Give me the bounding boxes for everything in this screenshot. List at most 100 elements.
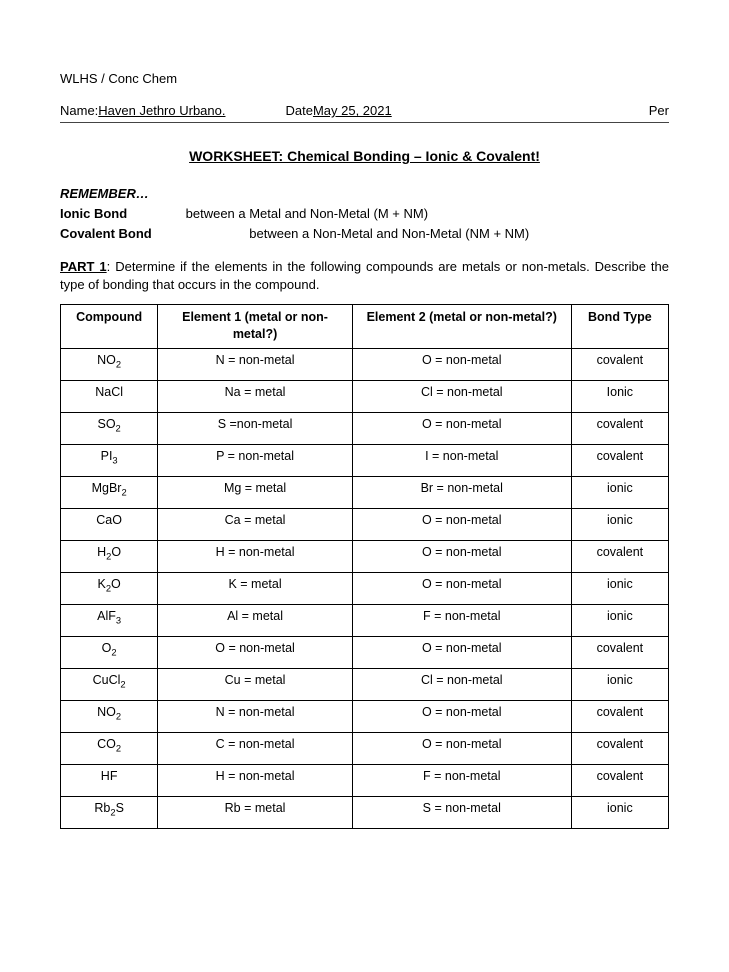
table-row: NO2N = non-metalO = non-metalcovalent — [61, 700, 669, 732]
covalent-bond-label: Covalent Bond — [60, 225, 182, 243]
name-label: Name: — [60, 102, 98, 120]
cell-bond: ionic — [571, 476, 668, 508]
cell-compound: CaO — [61, 508, 158, 540]
header-element1: Element 1 (metal or non-metal?) — [158, 304, 353, 348]
cell-compound: AlF3 — [61, 604, 158, 636]
cell-el1: N = non-metal — [158, 700, 353, 732]
table-row: NO2N = non-metalO = non-metalcovalent — [61, 348, 669, 380]
cell-el1: Al = metal — [158, 604, 353, 636]
cell-compound: O2 — [61, 636, 158, 668]
cell-bond: covalent — [571, 764, 668, 796]
table-row: NaClNa = metalCl = non-metalIonic — [61, 380, 669, 412]
cell-el1: Na = metal — [158, 380, 353, 412]
bonding-table: Compound Element 1 (metal or non-metal?)… — [60, 304, 669, 829]
cell-compound: PI3 — [61, 444, 158, 476]
cell-compound: CO2 — [61, 732, 158, 764]
name-date-row: Name: Haven Jethro Urbano. Date May 25, … — [60, 102, 669, 120]
header-element2: Element 2 (metal or non-metal?) — [352, 304, 571, 348]
cell-el2: Cl = non-metal — [352, 380, 571, 412]
cell-compound: NO2 — [61, 348, 158, 380]
cell-el2: O = non-metal — [352, 412, 571, 444]
cell-bond: ionic — [571, 572, 668, 604]
date-label: Date — [285, 102, 312, 120]
cell-el1: Rb = metal — [158, 796, 353, 828]
cell-el2: O = non-metal — [352, 508, 571, 540]
part1-label: PART 1 — [60, 259, 107, 274]
cell-compound: Rb2S — [61, 796, 158, 828]
table-row: HFH = non-metalF = non-metalcovalent — [61, 764, 669, 796]
cell-bond: ionic — [571, 508, 668, 540]
cell-el1: P = non-metal — [158, 444, 353, 476]
ionic-bond-text: between a Metal and Non-Metal (M + NM) — [186, 206, 428, 221]
cell-el2: O = non-metal — [352, 700, 571, 732]
table-row: PI3P = non-metalI = non-metalcovalent — [61, 444, 669, 476]
ionic-bond-label: Ionic Bond — [60, 205, 182, 223]
cell-bond: covalent — [571, 412, 668, 444]
cell-el2: F = non-metal — [352, 604, 571, 636]
remember-heading: REMEMBER… — [60, 185, 669, 203]
cell-compound: SO2 — [61, 412, 158, 444]
cell-bond: Ionic — [571, 380, 668, 412]
cell-compound: HF — [61, 764, 158, 796]
table-row: Rb2SRb = metalS = non-metalionic — [61, 796, 669, 828]
worksheet-title: WORKSHEET: Chemical Bonding – Ionic & Co… — [60, 147, 669, 167]
cell-el2: Br = non-metal — [352, 476, 571, 508]
table-row: CO2C = non-metalO = non-metalcovalent — [61, 732, 669, 764]
cell-bond: covalent — [571, 444, 668, 476]
part1-text: : Determine if the elements in the follo… — [60, 259, 669, 292]
table-row: CuCl2Cu = metalCl = non-metalionic — [61, 668, 669, 700]
cell-el1: H = non-metal — [158, 540, 353, 572]
cell-bond: covalent — [571, 700, 668, 732]
table-body: NO2N = non-metalO = non-metalcovalentNaC… — [61, 348, 669, 828]
header-rule — [60, 122, 669, 123]
table-row: K2OK = metalO = non-metalionic — [61, 572, 669, 604]
course-header: WLHS / Conc Chem — [60, 70, 669, 88]
per-label: Per — [649, 102, 669, 120]
cell-el2: I = non-metal — [352, 444, 571, 476]
table-row: O2O = non-metalO = non-metalcovalent — [61, 636, 669, 668]
table-row: CaOCa = metalO = non-metalionic — [61, 508, 669, 540]
table-row: MgBr2Mg = metalBr = non-metalionic — [61, 476, 669, 508]
table-header-row: Compound Element 1 (metal or non-metal?)… — [61, 304, 669, 348]
cell-bond: ionic — [571, 796, 668, 828]
cell-bond: covalent — [571, 540, 668, 572]
cell-compound: NO2 — [61, 700, 158, 732]
covalent-bond-line: Covalent Bond between a Non-Metal and No… — [60, 225, 669, 243]
cell-compound: MgBr2 — [61, 476, 158, 508]
cell-el2: O = non-metal — [352, 732, 571, 764]
cell-el2: O = non-metal — [352, 540, 571, 572]
cell-compound: NaCl — [61, 380, 158, 412]
name-value: Haven Jethro Urbano. — [98, 102, 225, 120]
cell-el2: O = non-metal — [352, 348, 571, 380]
cell-el1: Ca = metal — [158, 508, 353, 540]
table-row: H2OH = non-metalO = non-metalcovalent — [61, 540, 669, 572]
cell-el1: C = non-metal — [158, 732, 353, 764]
cell-el2: O = non-metal — [352, 572, 571, 604]
cell-compound: K2O — [61, 572, 158, 604]
cell-el1: N = non-metal — [158, 348, 353, 380]
cell-el2: O = non-metal — [352, 636, 571, 668]
cell-el2: F = non-metal — [352, 764, 571, 796]
cell-el1: K = metal — [158, 572, 353, 604]
cell-bond: covalent — [571, 636, 668, 668]
cell-compound: H2O — [61, 540, 158, 572]
cell-bond: covalent — [571, 348, 668, 380]
table-row: SO2S =non-metalO = non-metalcovalent — [61, 412, 669, 444]
cell-el1: Cu = metal — [158, 668, 353, 700]
cell-compound: CuCl2 — [61, 668, 158, 700]
part1-instructions: PART 1: Determine if the elements in the… — [60, 258, 669, 294]
cell-bond: ionic — [571, 668, 668, 700]
ionic-bond-line: Ionic Bond between a Metal and Non-Metal… — [60, 205, 669, 223]
cell-el1: Mg = metal — [158, 476, 353, 508]
date-value: May 25, 2021 — [313, 102, 392, 120]
table-row: AlF3Al = metalF = non-metalionic — [61, 604, 669, 636]
header-bond-type: Bond Type — [571, 304, 668, 348]
cell-el1: O = non-metal — [158, 636, 353, 668]
covalent-bond-text: between a Non-Metal and Non-Metal (NM + … — [249, 226, 529, 241]
cell-el1: S =non-metal — [158, 412, 353, 444]
cell-bond: ionic — [571, 604, 668, 636]
cell-el1: H = non-metal — [158, 764, 353, 796]
cell-el2: Cl = non-metal — [352, 668, 571, 700]
cell-el2: S = non-metal — [352, 796, 571, 828]
cell-bond: covalent — [571, 732, 668, 764]
